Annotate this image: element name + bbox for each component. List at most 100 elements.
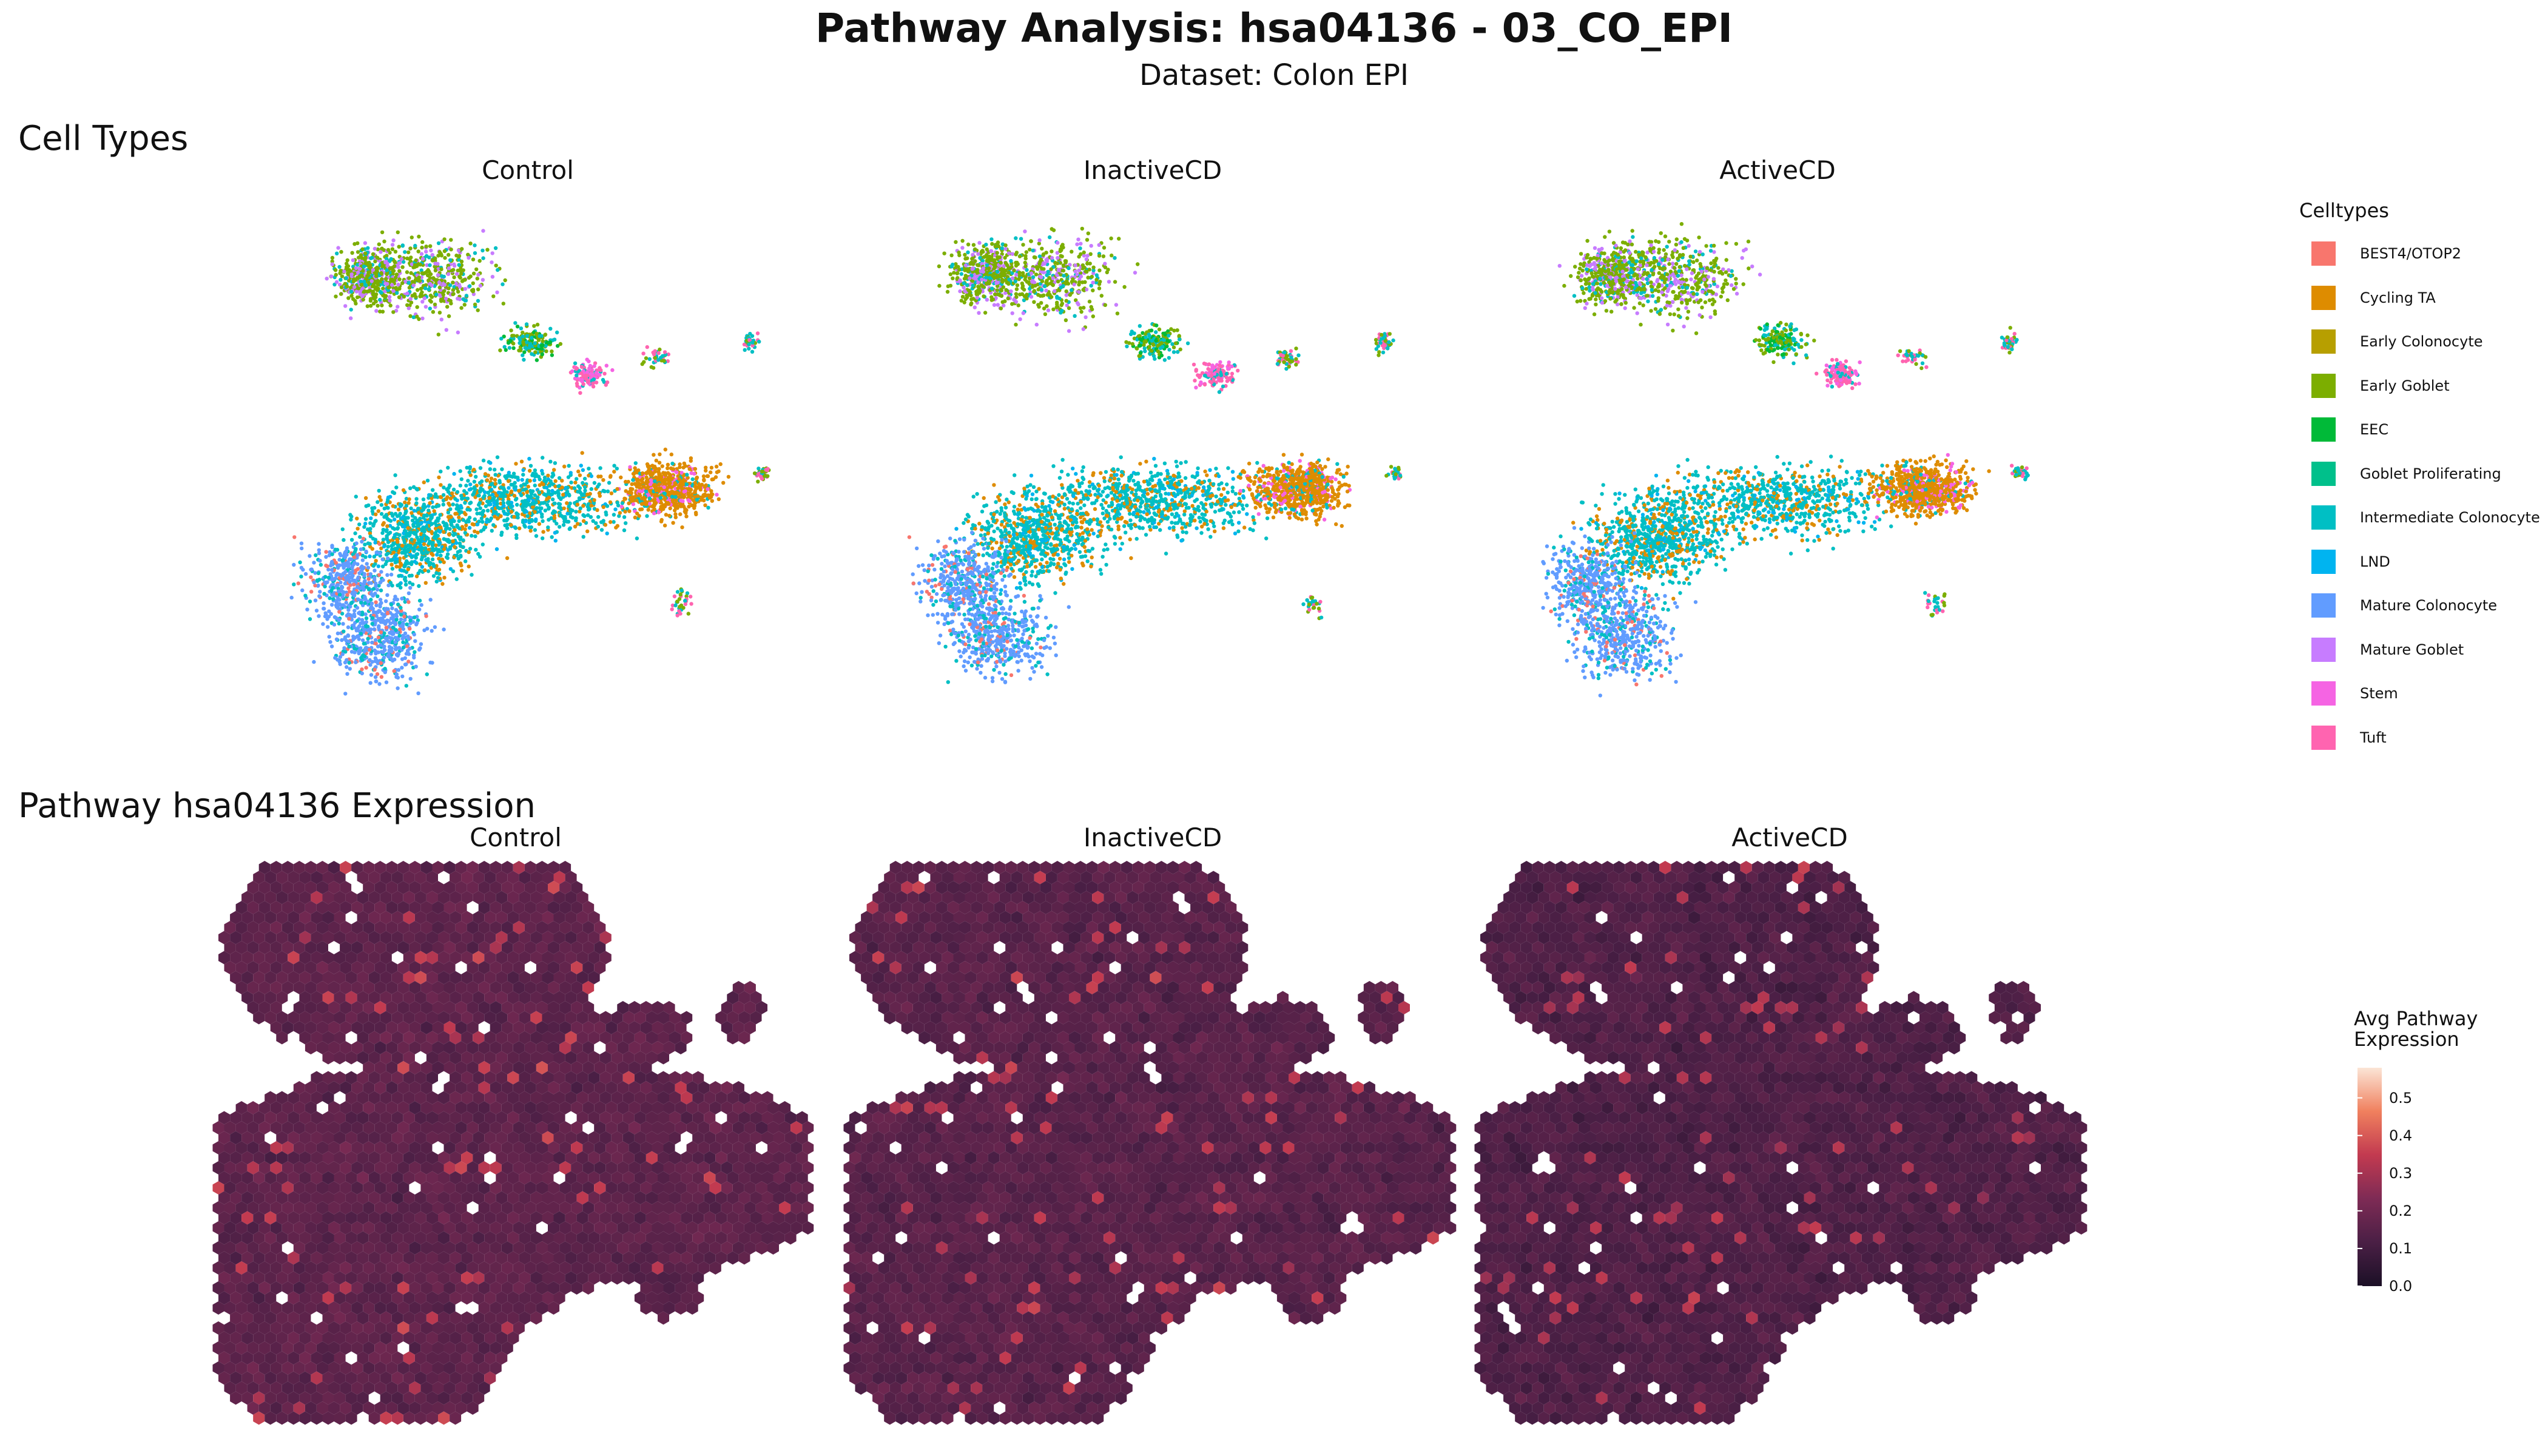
scatter-point [439,525,443,530]
scatter-point [349,289,354,294]
scatter-point [683,598,687,603]
scatter-point [1014,236,1018,240]
scatter-point [308,617,312,621]
scatter-point [369,606,373,610]
scatter-point [687,504,691,509]
scatter-point [366,503,371,508]
scatter-point [442,547,447,551]
scatter-point [402,551,406,555]
scatter-point [372,627,376,632]
scatter-point [508,339,513,343]
scatter-point [658,347,662,352]
scatter-point [716,497,721,501]
scatter-point [420,257,425,261]
scatter-point [374,299,378,304]
scatter-point [359,601,363,605]
scatter-point [673,481,677,485]
scatter-point [458,469,462,473]
scatter-point [433,302,437,307]
scatter-point [558,502,562,507]
scatter-point [658,496,663,500]
scatter-point [359,547,363,551]
scatter-point [485,508,490,513]
scatter-point [377,639,382,643]
scatter-point [343,581,348,585]
scatter-point [512,494,517,498]
scatter-point [506,500,510,504]
scatter-point [356,286,361,291]
scatter-point [402,568,406,573]
scatter-point [647,496,652,500]
scatter-point [428,517,433,521]
scatter-point [544,349,548,354]
scatter-point [448,484,452,488]
scatter-point [410,661,414,666]
scatter-point [652,352,656,357]
scatter-point [414,258,418,263]
scatter-point [380,246,384,251]
scatter-point [506,479,511,484]
scatter-point [379,675,384,679]
scatter-point [1034,322,1039,327]
scatter-point [426,508,431,513]
scatter-point [438,495,443,499]
scatter-point [680,525,684,530]
colorbar-gradient [2358,1068,2382,1286]
scatter-point [395,291,399,295]
scatter-point [604,513,608,517]
scatter-point [1097,286,1102,291]
scatter-point [458,484,463,488]
scatter-point [678,604,682,609]
scatter-point [633,482,637,486]
scatter-point [480,278,485,282]
scatter-point [957,253,962,257]
scatter-point [490,275,495,279]
scatter-point [345,672,349,676]
scatter-point [645,345,650,349]
scatter-point [624,521,628,525]
scatter-point [431,310,436,314]
scatter-point [314,553,318,558]
scatter-point [673,515,678,519]
scatter-point [645,514,649,518]
scatter-point [505,556,510,561]
legend-swatch [2311,505,2336,530]
scatter-point [669,452,674,457]
scatter-point [377,488,381,493]
scatter-point [472,490,476,494]
scatter-point [362,649,366,654]
legend-swatch [2311,285,2336,310]
scatter-point [653,356,658,360]
scatter-point [422,513,426,517]
scatter-point [390,283,394,287]
scatter-point [500,467,504,471]
scatter-point [299,541,304,545]
scatter-point [447,314,451,318]
scatter-point [530,352,534,356]
scatter-point [550,535,554,539]
scatter-point [357,651,361,656]
scatter-point [393,636,397,640]
scatter-point [447,501,451,506]
scatter-point [552,468,556,472]
scatter-point [553,531,558,535]
scatter-point [351,279,356,284]
scatter-point [521,488,525,492]
scatter-point [448,519,453,523]
scatter-point [672,594,677,599]
scatter-point [592,498,596,502]
scatter-point [517,488,521,493]
scatter-point [441,292,445,297]
scatter-point [377,608,381,613]
scatter-point [444,522,448,526]
scatter-point [530,335,534,340]
scatter-point [405,303,410,308]
scatter-point [601,505,605,509]
scatter-point [346,560,350,564]
scatter-point [513,488,517,492]
scatter-point [958,289,962,294]
scatter-point [402,615,406,619]
scatter-point [337,621,341,626]
scatter-point [468,284,472,288]
scatter-point [368,681,372,685]
